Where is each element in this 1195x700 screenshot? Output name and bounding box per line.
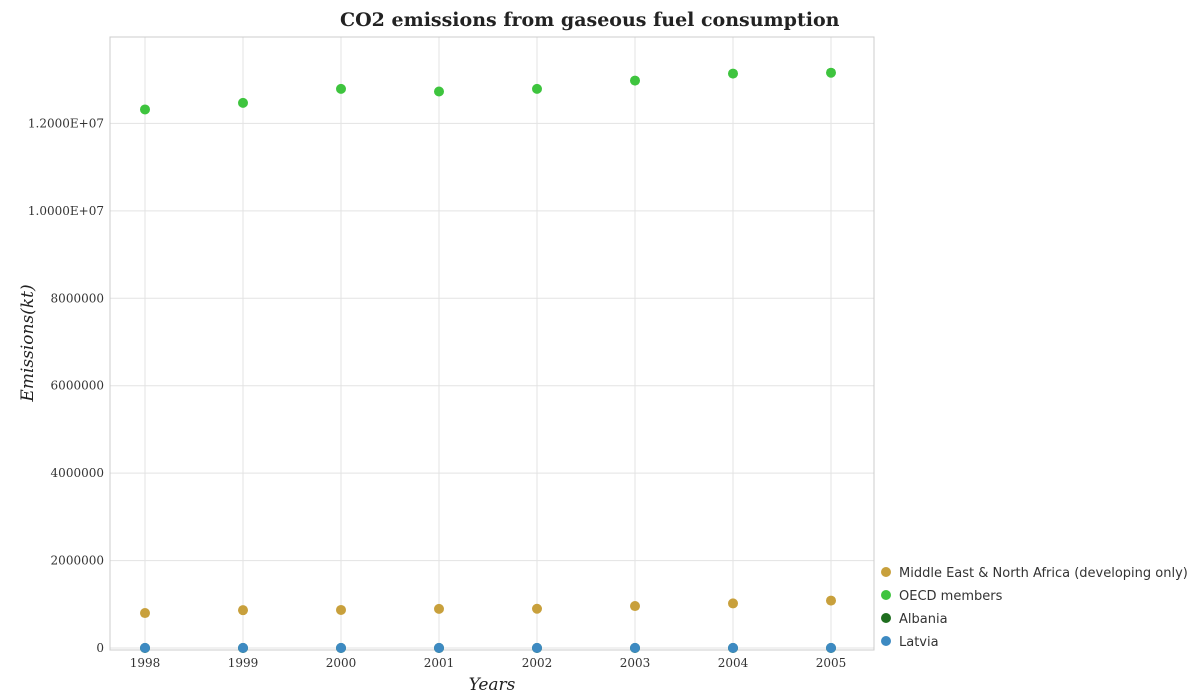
y-tick-label: 6000000 [51,379,104,393]
y-axis-title: Emissions(kt) [18,284,38,402]
data-point [630,642,640,653]
legend-label: Albania [899,612,948,627]
data-point [336,642,346,653]
x-axis-title: Years [469,675,516,695]
legend-label: Middle East & North Africa (developing o… [899,566,1188,581]
data-point [140,642,150,653]
legend-label: OECD members [899,589,1003,604]
x-tick-label: 1998 [130,656,161,670]
data-point [630,75,640,86]
data-point [826,67,836,78]
data-point [728,68,738,79]
x-tick-label: 1999 [228,656,259,670]
legend-marker [881,636,891,646]
data-point [728,598,738,609]
data-point [238,97,248,108]
grid [110,37,874,650]
y-tick-label: 4000000 [51,466,104,480]
data-point [238,642,248,653]
data-point [434,86,444,97]
data-point [140,104,150,115]
data-point [532,642,542,653]
legend-marker [881,567,891,577]
x-axis-ticks: 1998 1999 2000 2001 2002 2003 2004 2005 [130,656,847,670]
legend-marker [881,590,891,600]
y-tick-label: 1.0000E+07 [28,204,104,218]
data-point [336,83,346,94]
data-points [140,67,836,653]
legend-marker [881,613,891,623]
y-tick-label: 0 [96,641,104,655]
chart-title: CO2 emissions from gaseous fuel consumpt… [340,9,840,31]
y-tick-label: 1.2000E+07 [28,116,104,130]
y-axis-ticks: 0 2000000 4000000 6000000 8000000 1.0000E+07 1… [28,116,104,655]
data-point [826,642,836,653]
x-tick-label: 2005 [816,656,847,670]
plot-frame [109,36,875,651]
legend-label: Latvia [899,635,939,650]
data-point [336,604,346,615]
data-point [434,642,444,653]
legend: Middle East & North Africa (developing o… [881,566,1188,650]
y-tick-label: 8000000 [51,291,104,305]
y-tick-label: 2000000 [51,554,104,568]
x-tick-label: 2002 [522,656,553,670]
x-tick-label: 2000 [326,656,357,670]
x-tick-label: 2004 [718,656,749,670]
data-point [140,608,150,619]
data-point [532,83,542,94]
data-point [728,642,738,653]
x-tick-label: 2003 [620,656,651,670]
data-point [826,595,836,606]
data-point [630,601,640,612]
data-point [434,603,444,614]
data-point [532,603,542,614]
x-tick-label: 2001 [424,656,455,670]
data-point [238,605,248,616]
